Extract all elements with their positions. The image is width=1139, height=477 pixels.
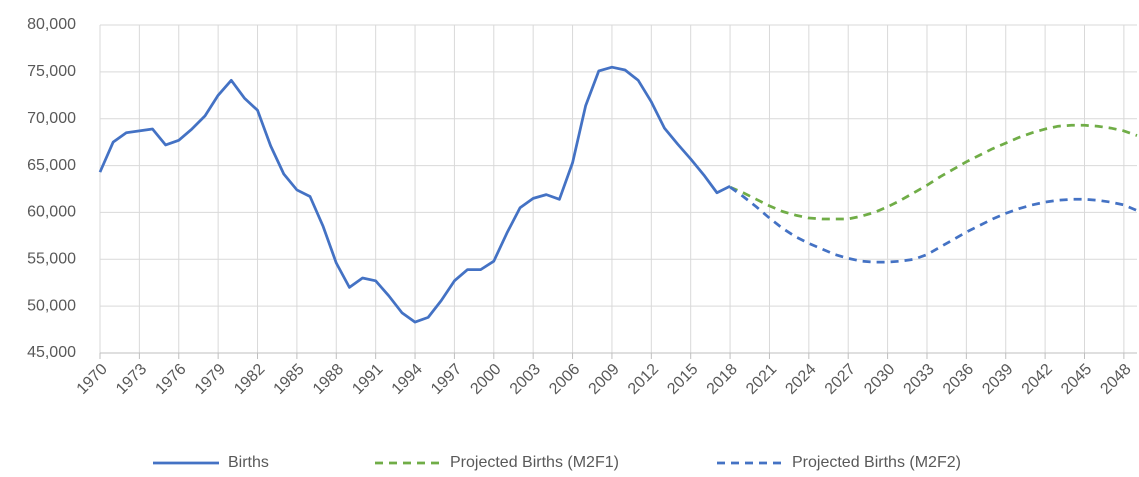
x-tick-label: 2036: [940, 361, 977, 398]
x-tick-label: 1991: [349, 361, 386, 398]
x-tick-label: 2048: [1097, 361, 1134, 398]
x-tick-label: 2009: [586, 361, 623, 398]
series-line: [729, 123, 1138, 221]
x-tick-label: 2018: [704, 361, 741, 398]
x-tick-label: 1988: [310, 361, 347, 398]
legend-label: Projected Births (M2F1): [450, 454, 619, 471]
x-tick-label: 2012: [625, 361, 662, 398]
x-tick-label: 1979: [192, 361, 229, 398]
x-tick-label: 2003: [507, 361, 544, 398]
x-tick-label: 1994: [389, 361, 426, 398]
x-tick-label: 2039: [979, 361, 1016, 398]
y-tick-label: 60,000: [27, 204, 76, 221]
x-tick-label: 1970: [74, 361, 111, 398]
legend-label: Projected Births (M2F2): [792, 454, 961, 471]
x-tick-label: 2021: [743, 361, 780, 398]
x-tick-label: 2000: [467, 361, 504, 398]
x-tick-label: 2015: [664, 361, 701, 398]
y-tick-label: 65,000: [27, 157, 76, 174]
y-tick-label: 55,000: [27, 251, 76, 268]
series-line: [729, 186, 1138, 264]
y-tick-label: 50,000: [27, 297, 76, 314]
x-tick-label: 2027: [822, 361, 859, 398]
x-tick-label: 1985: [271, 361, 308, 398]
x-tick-label: 2042: [1019, 361, 1056, 398]
x-tick-label: 1973: [113, 361, 150, 398]
y-tick-label: 45,000: [27, 344, 76, 361]
series-line: [98, 65, 731, 324]
x-tick-label: 2006: [546, 361, 583, 398]
y-tick-label: 70,000: [27, 110, 76, 127]
legend-label: Births: [228, 454, 269, 471]
x-tick-label: 2033: [901, 361, 938, 398]
y-tick-label: 80,000: [27, 16, 76, 33]
x-tick-label: 1976: [152, 361, 189, 398]
x-tick-label: 1982: [231, 361, 268, 398]
x-tick-label: 2030: [861, 361, 898, 398]
x-tick-label: 2045: [1058, 361, 1095, 398]
y-tick-label: 75,000: [27, 63, 76, 80]
x-tick-label: 1997: [428, 361, 465, 398]
x-tick-label: 2024: [782, 361, 819, 398]
